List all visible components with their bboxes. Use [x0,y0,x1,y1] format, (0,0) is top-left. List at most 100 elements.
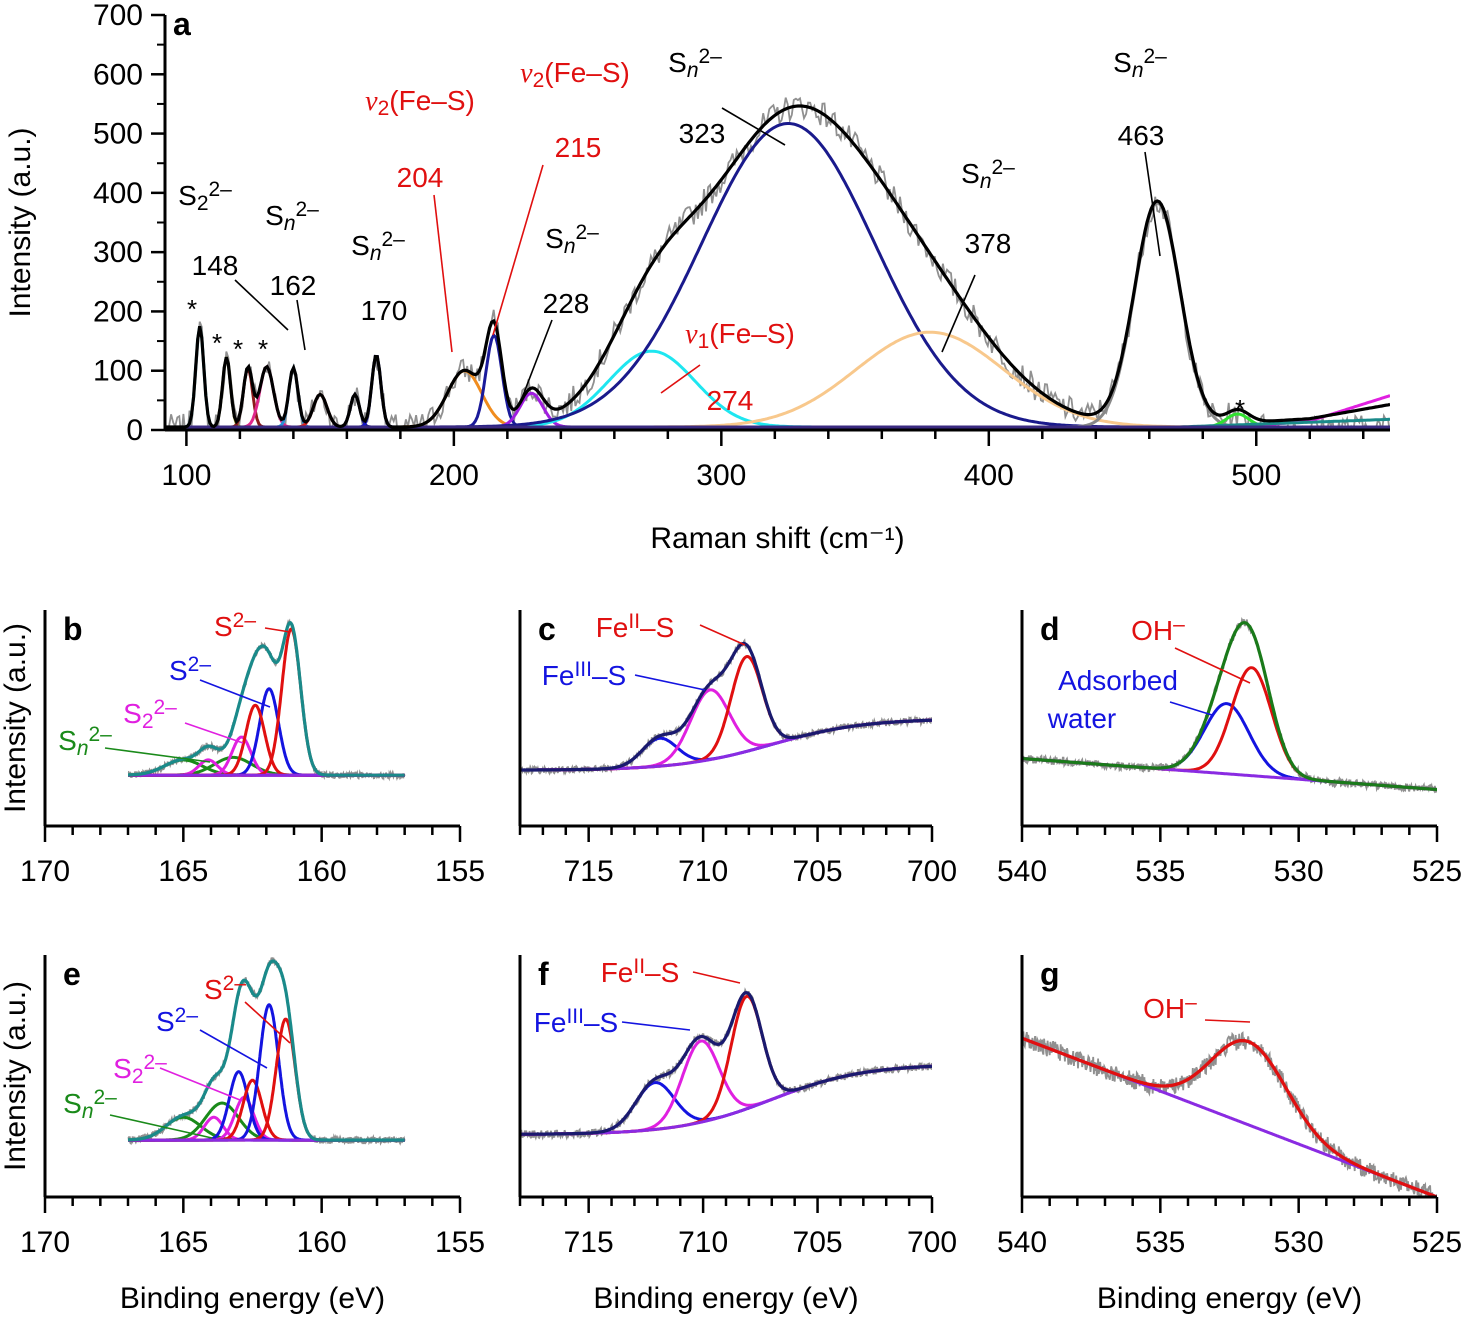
annotation: 215 [555,132,602,163]
label-part: 1 [698,330,710,353]
label-part: III [574,658,592,681]
annotation: Sn2– [265,198,319,236]
annotation: 148 [192,250,239,281]
label-part: * [212,328,222,358]
annotation: 274 [707,385,754,416]
label-part: * [258,334,268,364]
annotation: v2(Fe–S) [365,85,475,120]
envelope-fit [520,641,932,772]
label-part: 2– [1144,45,1168,68]
label-part: 170 [361,295,408,326]
label-part: III [566,1005,584,1028]
annotation-leader [521,319,553,399]
annotation-leader [1144,151,1161,257]
annotation-leader [159,1067,241,1101]
y-tick-label: 300 [93,236,143,269]
label-part: 2– [209,178,233,201]
label-part: v [520,58,533,89]
annotation: OH– [1131,613,1185,646]
label-part: n [687,59,699,82]
label-part: II [633,955,645,978]
x-tick-label: 700 [907,855,957,888]
label-part: 2– [94,1086,118,1109]
label-part: –S [592,660,626,691]
annotation: S22– [123,696,177,734]
y-tick-label: 700 [93,0,143,32]
background-line [520,718,932,772]
x-axis-label: Binding energy (eV) [593,1282,858,1315]
panel-label: c [538,611,556,647]
label-part: 2– [154,696,178,719]
label-part: II [628,610,640,633]
x-tick-label: 200 [429,459,479,492]
annotation-leader [492,164,544,336]
annotation-leader [634,674,706,691]
annotation: * [233,334,243,364]
label-part: S [214,611,233,642]
annotation: 162 [270,270,317,301]
panel-label: g [1040,956,1060,992]
envelope-fit [128,959,405,1142]
label-part: 2 [197,192,209,215]
peak-c-1 [520,688,932,772]
annotation-leader [104,747,211,763]
label-part: 2– [188,653,212,676]
annotation: * [212,328,222,358]
raw-spectrum [165,96,1390,430]
label-part: –S [584,1007,618,1038]
label-part: S [169,655,188,686]
label-part: 228 [543,288,590,319]
x-tick-label: 540 [997,855,1047,888]
label-part: S [123,698,142,729]
annotation: Sn2– [1113,45,1167,83]
label-part: 323 [679,118,726,149]
annotation: S2– [204,972,246,1005]
panel-label: f [538,956,549,992]
annotation-leader [296,299,306,351]
panel-label: e [63,956,81,992]
annotation: * [258,334,268,364]
annotation: FeII–S [601,955,680,988]
annotation-leader [660,364,701,394]
label-part: n [284,212,296,235]
label-part: 2– [382,228,406,251]
x-tick-label: 700 [907,1226,957,1259]
envelope-fit [165,104,1390,429]
annotation: 228 [543,288,590,319]
x-tick-label: 155 [435,1226,485,1259]
x-tick-label: 715 [564,1226,614,1259]
annotation: S22– [113,1051,167,1089]
annotation-leader [699,624,746,646]
label-part: Adsorbed [1058,665,1178,696]
annotation-leader [234,279,289,331]
label-part: S [178,180,197,211]
label-part: n [77,737,89,760]
label-part: – [1185,991,1197,1014]
envelope-fit [1022,621,1437,792]
annotation: * [1235,394,1245,424]
x-tick-label: 500 [1231,459,1281,492]
x-tick-label: 530 [1274,1226,1324,1259]
label-part: n [370,242,382,265]
label-part: S [668,47,687,78]
annotation-leader [109,1114,213,1139]
label-part: 274 [707,385,754,416]
plot-area-c [520,638,932,776]
label-part: S [63,1088,82,1119]
panel-label: b [63,611,83,647]
label-part: 463 [1118,120,1165,151]
x-tick-label: 535 [1135,855,1185,888]
label-part: 2 [533,69,545,92]
x-tick-label: 155 [435,855,485,888]
panel-label: d [1040,611,1060,647]
label-part: (Fe–S) [389,85,475,116]
label-part: 378 [965,228,1012,259]
panel-g: 540 535 530 525 Binding energy (eV) g OH– [997,955,1462,1315]
annotation: Sn2– [63,1086,117,1124]
label-part: S [545,223,564,254]
label-part: – [1173,613,1185,636]
annotation-leader [721,107,786,146]
